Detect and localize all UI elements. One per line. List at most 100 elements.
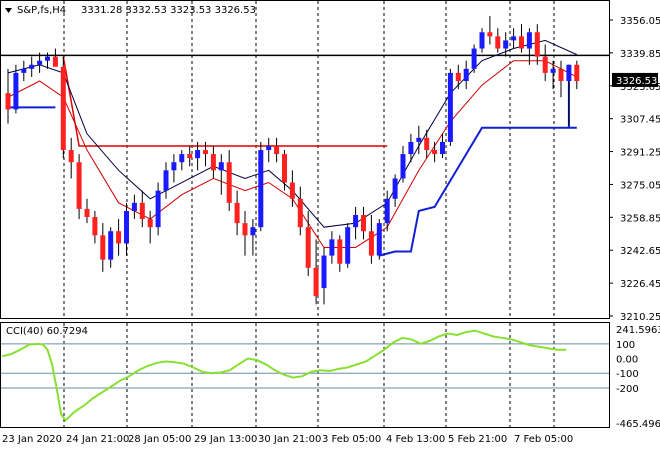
price-tick-5: 3275.05 (620, 180, 660, 191)
candle-body-3 (29, 64, 35, 69)
candle-body-56 (447, 72, 453, 142)
time-tick-8: 7 Feb 05:00 (514, 434, 573, 445)
dropdown-arrow-icon[interactable] (5, 8, 12, 13)
price-tick-2: 3323.65 (620, 82, 660, 93)
candle-body-72 (574, 64, 580, 82)
cci-tick-4: -200 (616, 384, 639, 395)
time-tick-6: 4 Feb 13:00 (386, 434, 445, 445)
cci-tick-3: -100 (616, 369, 639, 380)
ma-fast-line (7, 60, 578, 248)
candle-body-10 (84, 208, 90, 218)
candle-body-49 (392, 178, 398, 199)
candle-body-57 (455, 72, 461, 82)
time-tick-5: 3 Feb 05:00 (322, 434, 381, 445)
cci-tick-0: 241.5963 (616, 325, 660, 336)
candle-body-23 (187, 154, 193, 159)
candle-body-14 (116, 231, 122, 244)
candle-body-34 (274, 145, 280, 155)
price-axis: 3356.05 3339.85 3323.65 3307.45 3291.25 3275.… (609, 16, 660, 323)
cci-tick-1: 100 (616, 340, 635, 351)
candle-body-58 (463, 68, 469, 82)
vertical-gridlines (63, 1, 555, 427)
time-tick-2: 28 Jan 05:00 (128, 434, 191, 445)
chart-symbol: S&P,fs,H4 (17, 5, 66, 16)
candle-body-42 (337, 239, 343, 264)
candle-body-31 (250, 227, 256, 236)
price-tick-6: 3258.85 (620, 213, 660, 224)
resistance-line (62, 56, 388, 147)
price-tick-1: 3339.85 (620, 49, 660, 60)
candle-body-63 (503, 40, 509, 49)
candle-body-62 (495, 36, 501, 49)
candle-body-43 (345, 227, 351, 264)
candle-body-30 (242, 223, 248, 236)
cci-series-line (1, 329, 567, 422)
candle-body-44 (353, 214, 359, 228)
candle-body-20 (163, 170, 169, 191)
candle-body-1 (13, 72, 19, 110)
moving-averages (7, 39, 578, 248)
candle-body-45 (361, 214, 366, 232)
candle-body-11 (92, 217, 98, 236)
candle-body-22 (179, 154, 185, 163)
candle-body-60 (479, 32, 485, 49)
price-tick-4: 3291.25 (620, 148, 660, 159)
candle-body-48 (384, 198, 390, 224)
cci-tick-5: -465.4964 (616, 419, 660, 430)
time-tick-1: 24 Jan 21:00 (66, 434, 129, 445)
candle-body-26 (210, 154, 216, 171)
candle-body-46 (368, 231, 374, 256)
candle-body-4 (37, 60, 43, 65)
price-tick-7: 3242.65 (620, 246, 660, 257)
cci-tick-2: 0.00 (616, 355, 638, 366)
stop-segment-1 (379, 126, 577, 257)
candle-body-53 (424, 137, 430, 151)
current-price-label: 3326.53 (616, 76, 657, 87)
candle-body-5 (45, 56, 50, 61)
candle-body-36 (289, 182, 295, 199)
candle-body-18 (147, 219, 153, 228)
candle-body-15 (124, 210, 129, 244)
price-tick-8: 3226.45 (620, 279, 660, 290)
chart-ohlc: 3331.28 3332.53 3323.53 3326.53 (81, 5, 256, 16)
candle-body-71 (566, 64, 572, 82)
candle-body-13 (108, 231, 114, 260)
candle-body-55 (440, 141, 445, 155)
candle-body-52 (416, 137, 422, 142)
current-price-box (612, 72, 658, 87)
candle-body-21 (171, 162, 177, 171)
candle-body-51 (408, 141, 414, 155)
candle-body-28 (226, 162, 232, 203)
candles (5, 16, 580, 305)
candle-body-47 (376, 223, 382, 256)
price-tick-9: 3210.25 (620, 312, 660, 323)
resistance-polyline (62, 56, 388, 147)
time-tick-7: 5 Feb 21:00 (448, 434, 507, 445)
candle-body-2 (21, 68, 27, 73)
candle-body-0 (5, 93, 11, 110)
indicator-plot-frame (0, 322, 610, 428)
candle-body-16 (131, 202, 137, 211)
candle-body-7 (60, 66, 66, 151)
candle-body-50 (400, 154, 406, 179)
price-tick-0: 3356.05 (620, 16, 660, 27)
candle-body-39 (313, 267, 319, 297)
candle-body-9 (76, 162, 82, 209)
candle-body-29 (234, 202, 240, 224)
candle-body-68 (542, 56, 548, 73)
candle-body-64 (511, 36, 517, 41)
candle-body-59 (471, 48, 477, 69)
ma-slow-line (7, 39, 578, 228)
candle-body-17 (139, 202, 145, 220)
candle-body-66 (526, 32, 532, 49)
candle-body-6 (52, 56, 58, 67)
time-tick-3: 29 Jan 13:00 (194, 434, 257, 445)
candle-body-35 (282, 154, 287, 183)
candle-body-40 (321, 255, 327, 289)
price-tick-3: 3307.45 (620, 115, 660, 126)
candle-body-27 (218, 162, 224, 171)
indicator-title: CCI(40) 60.7294 (6, 326, 88, 337)
candle-body-54 (432, 150, 438, 155)
candle-body-25 (203, 150, 208, 155)
